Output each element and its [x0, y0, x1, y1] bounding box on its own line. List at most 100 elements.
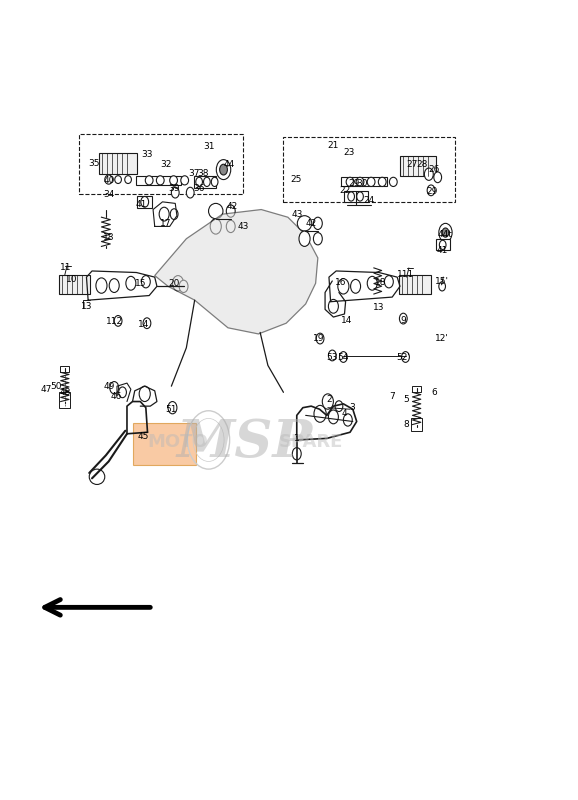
- Ellipse shape: [316, 333, 324, 344]
- Text: 39: 39: [168, 184, 179, 194]
- Text: 41: 41: [436, 246, 448, 254]
- Ellipse shape: [142, 275, 150, 288]
- Text: 42: 42: [306, 219, 317, 228]
- Ellipse shape: [171, 187, 179, 198]
- Text: 24: 24: [364, 196, 375, 205]
- Ellipse shape: [168, 402, 177, 414]
- Ellipse shape: [125, 176, 131, 183]
- Text: 44: 44: [224, 161, 235, 170]
- Bar: [79, 134, 243, 194]
- Text: 111: 111: [397, 270, 414, 279]
- Ellipse shape: [110, 382, 118, 394]
- Text: 12': 12': [435, 334, 449, 343]
- Text: 52': 52': [397, 354, 410, 362]
- Ellipse shape: [328, 299, 338, 314]
- Ellipse shape: [339, 352, 347, 362]
- Text: 42: 42: [227, 202, 238, 211]
- Ellipse shape: [105, 175, 113, 184]
- Text: 15': 15': [435, 278, 449, 286]
- Text: 44t: 44t: [438, 230, 453, 239]
- Ellipse shape: [356, 178, 364, 186]
- Ellipse shape: [402, 352, 409, 362]
- Ellipse shape: [170, 176, 177, 185]
- Bar: [344, 191, 368, 202]
- Ellipse shape: [143, 318, 151, 329]
- Bar: [436, 239, 450, 250]
- Ellipse shape: [292, 448, 301, 460]
- Ellipse shape: [196, 178, 202, 186]
- Text: 54: 54: [338, 354, 349, 362]
- Bar: [283, 137, 455, 202]
- Text: 21: 21: [328, 141, 339, 150]
- Ellipse shape: [203, 178, 210, 186]
- Polygon shape: [155, 210, 318, 334]
- Ellipse shape: [118, 387, 127, 398]
- Ellipse shape: [141, 197, 149, 207]
- Text: 7: 7: [389, 393, 395, 402]
- Ellipse shape: [159, 207, 169, 221]
- Text: 13: 13: [373, 303, 384, 312]
- Ellipse shape: [114, 315, 122, 326]
- Text: 35: 35: [88, 159, 99, 168]
- Ellipse shape: [424, 168, 434, 180]
- Ellipse shape: [384, 275, 393, 288]
- Ellipse shape: [172, 275, 184, 291]
- Text: 28: 28: [417, 161, 428, 170]
- Ellipse shape: [220, 164, 227, 175]
- Text: 9: 9: [401, 316, 406, 325]
- Ellipse shape: [109, 278, 119, 293]
- Text: 4: 4: [342, 410, 347, 418]
- Text: 36: 36: [194, 184, 205, 194]
- Ellipse shape: [96, 278, 107, 294]
- Text: 23: 23: [343, 148, 355, 158]
- Ellipse shape: [299, 231, 310, 246]
- Text: 53: 53: [326, 354, 338, 362]
- Ellipse shape: [171, 209, 178, 219]
- Text: 17: 17: [160, 219, 172, 228]
- Text: 29: 29: [349, 179, 360, 188]
- Text: 46: 46: [110, 392, 121, 401]
- Text: 45: 45: [138, 431, 149, 441]
- Text: MSP: MSP: [176, 417, 313, 468]
- Ellipse shape: [328, 350, 336, 361]
- Ellipse shape: [209, 203, 223, 218]
- Ellipse shape: [227, 205, 235, 218]
- Text: 18: 18: [375, 278, 386, 287]
- Text: 5: 5: [404, 395, 409, 405]
- Text: 1: 1: [294, 434, 299, 443]
- Text: 30: 30: [357, 179, 368, 188]
- Ellipse shape: [216, 160, 231, 179]
- Text: 19: 19: [313, 334, 325, 343]
- Text: 2: 2: [326, 395, 332, 405]
- Ellipse shape: [115, 176, 121, 183]
- Ellipse shape: [390, 178, 397, 186]
- Ellipse shape: [139, 386, 150, 402]
- Text: 10: 10: [66, 275, 77, 284]
- Text: 31: 31: [203, 142, 214, 151]
- Text: 20: 20: [168, 278, 179, 288]
- Bar: [132, 423, 197, 466]
- Ellipse shape: [181, 176, 188, 185]
- Ellipse shape: [367, 178, 375, 186]
- Bar: [194, 176, 216, 188]
- Ellipse shape: [379, 178, 386, 186]
- Text: 38: 38: [197, 169, 209, 178]
- Text: 47: 47: [41, 385, 52, 394]
- Ellipse shape: [210, 218, 221, 234]
- Ellipse shape: [323, 394, 334, 410]
- Ellipse shape: [313, 233, 323, 245]
- Bar: [136, 176, 181, 185]
- Bar: [412, 386, 421, 392]
- Ellipse shape: [439, 240, 446, 250]
- Text: 27: 27: [406, 161, 418, 170]
- Ellipse shape: [328, 410, 338, 424]
- Text: 34: 34: [103, 190, 115, 199]
- Ellipse shape: [338, 278, 349, 294]
- Ellipse shape: [89, 469, 105, 485]
- Ellipse shape: [434, 172, 442, 182]
- Text: 41: 41: [135, 201, 147, 210]
- Text: 26: 26: [429, 165, 440, 174]
- Text: 15: 15: [135, 278, 146, 288]
- Text: 13: 13: [81, 302, 92, 311]
- Text: 18: 18: [103, 233, 114, 242]
